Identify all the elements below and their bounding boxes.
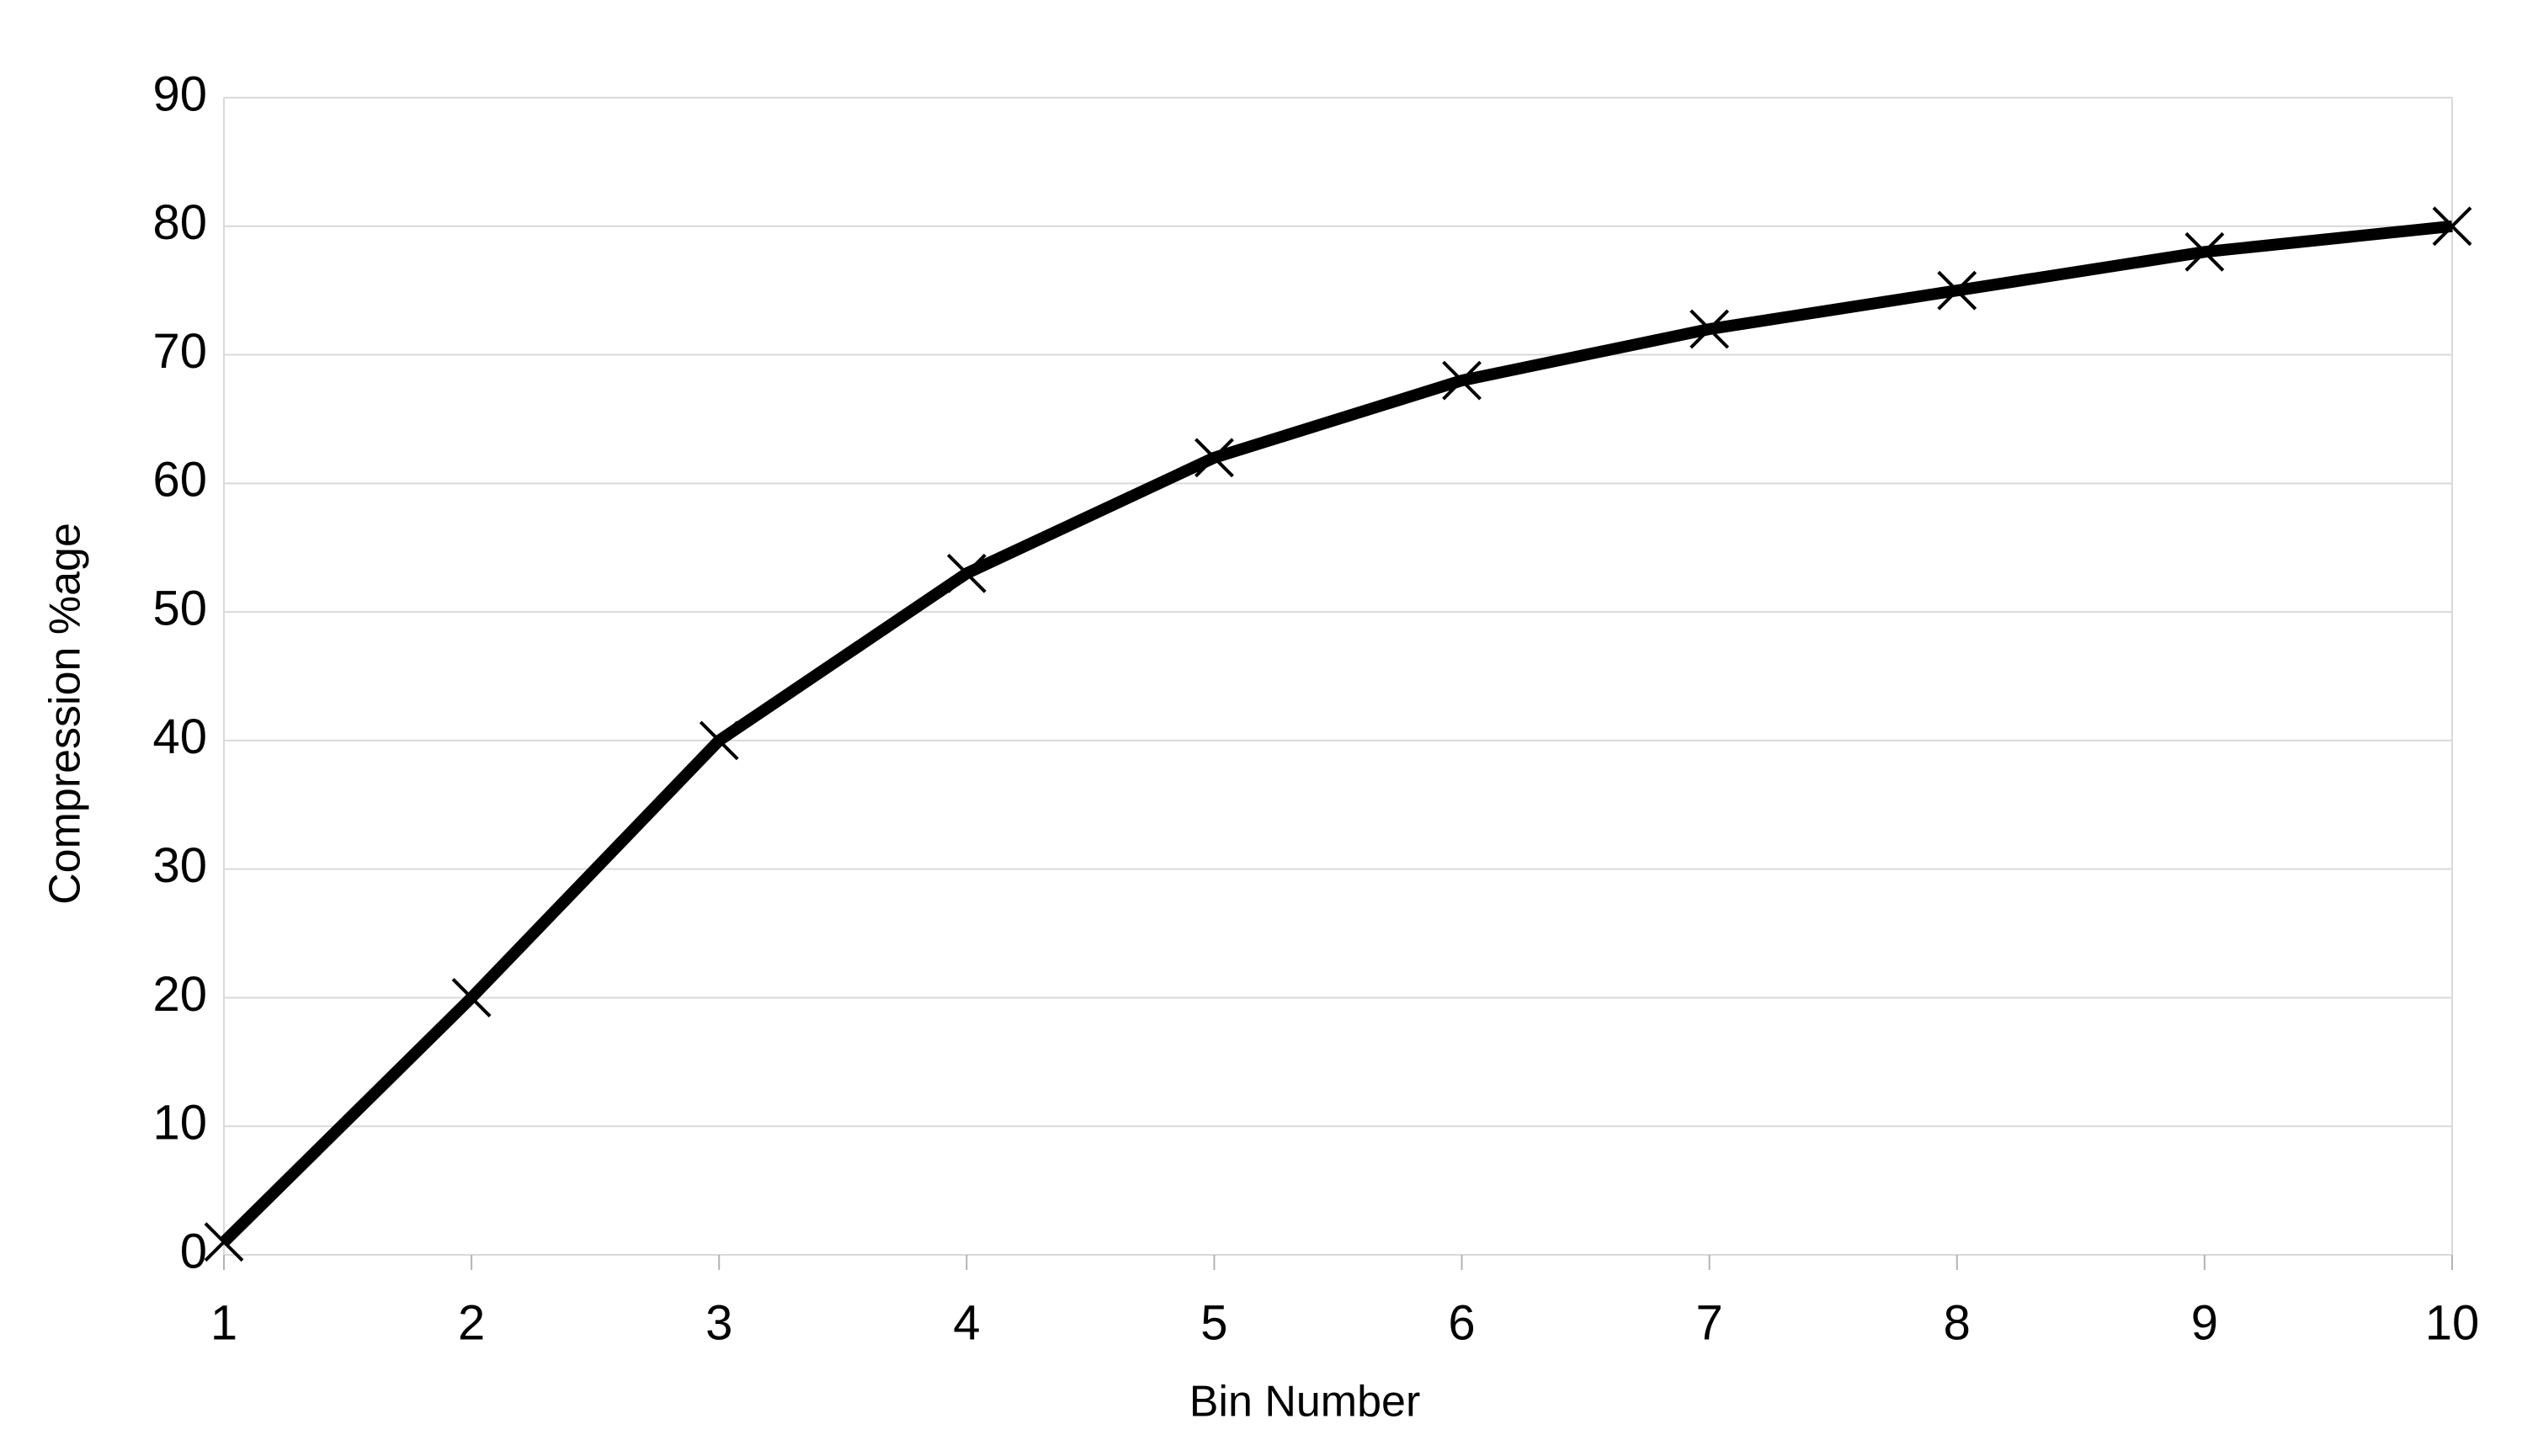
y-axis-title: Compression %age <box>41 523 90 905</box>
marker <box>1689 309 1730 349</box>
marker <box>2432 206 2472 247</box>
x-tick-label: 1 <box>210 1295 237 1350</box>
y-tick-label: 40 <box>152 709 207 764</box>
y-tick-label: 10 <box>152 1096 207 1150</box>
data-line <box>220 220 2453 1246</box>
y-tick-label: 90 <box>152 66 207 121</box>
y-tick-label: 30 <box>152 838 207 893</box>
x-tick-label: 6 <box>1448 1295 1475 1350</box>
marker <box>1442 360 1482 401</box>
marker <box>451 978 492 1018</box>
y-tick-label: 60 <box>152 453 207 507</box>
y-tick-label: 0 <box>180 1224 207 1278</box>
marker <box>204 1222 244 1262</box>
y-tick-label: 50 <box>152 581 207 635</box>
marker <box>2184 231 2225 272</box>
y-tick-label: 70 <box>152 324 207 379</box>
x-tick-label: 9 <box>2191 1295 2218 1350</box>
x-tick-label: 3 <box>705 1295 732 1350</box>
marker <box>699 720 739 761</box>
y-tick-label: 80 <box>152 195 207 250</box>
y-tick-label: 20 <box>152 967 207 1022</box>
x-tick-label: 5 <box>1200 1295 1227 1350</box>
x-tick-label: 2 <box>458 1295 485 1350</box>
marker <box>946 553 987 593</box>
marker <box>1937 270 1977 311</box>
x-tick-label: 10 <box>2425 1295 2480 1350</box>
x-axis-title: Bin Number <box>1189 1378 1421 1427</box>
marker <box>1194 438 1234 478</box>
x-tick-label: 7 <box>1696 1295 1723 1350</box>
x-tick-label: 8 <box>1944 1295 1971 1350</box>
x-tick-label: 4 <box>953 1295 980 1350</box>
